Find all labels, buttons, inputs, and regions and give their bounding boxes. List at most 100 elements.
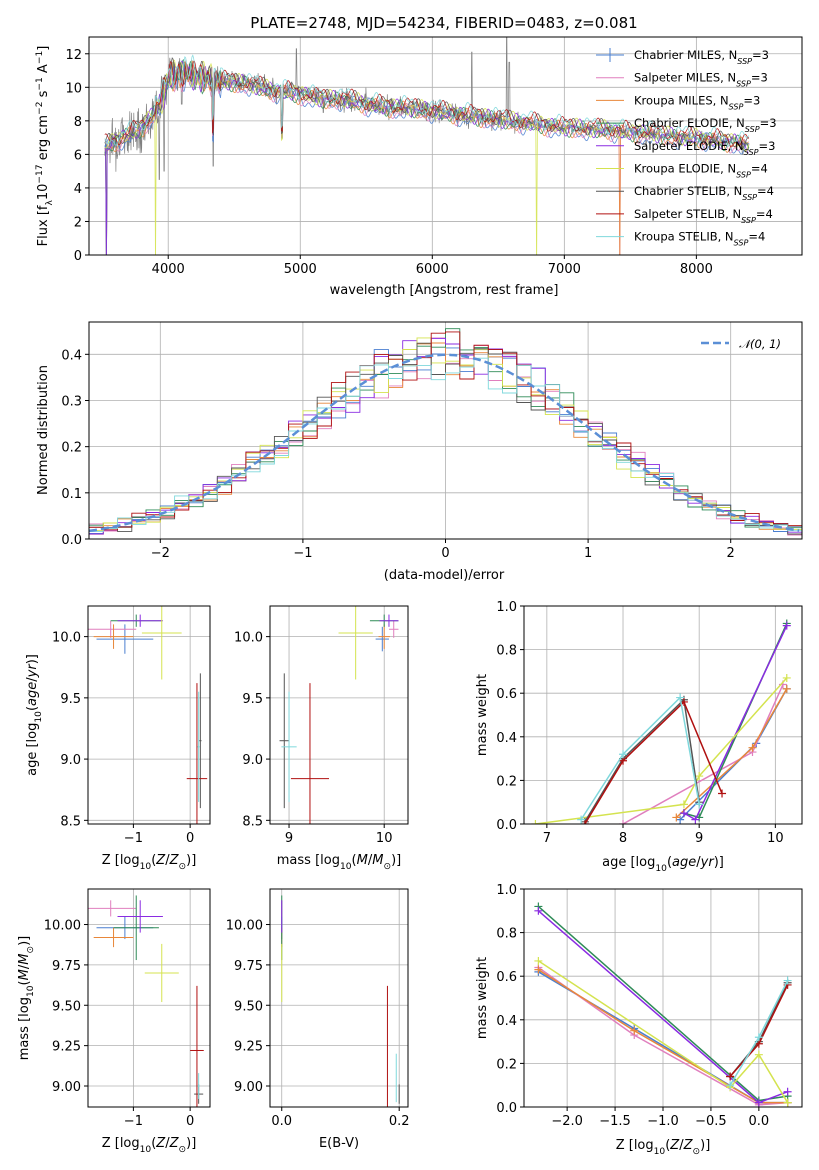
data-point bbox=[695, 772, 704, 781]
plot-area bbox=[88, 895, 204, 1107]
chart-residuals: −2 −1 0 1 2 0.0 0.1 0.2 0.3 0.4 𝒩(0, 1) (data-model… bbox=[36, 321, 803, 583]
x-axis-label: age [log10(age/yr)] bbox=[602, 855, 724, 874]
errorbar-salpeter-miles bbox=[88, 620, 137, 638]
legend-label-salpeter-miles: Salpeter MILES, NSSP=3 bbox=[634, 71, 768, 89]
legend-label-kroupa-miles: Kroupa MILES, NSSP=3 bbox=[634, 93, 760, 111]
y-tick-label: 0.6 bbox=[496, 970, 517, 985]
x-tick-label: 0.0 bbox=[271, 1114, 292, 1129]
y-tick-label: 8.5 bbox=[60, 814, 81, 829]
y-tick-label: 0.6 bbox=[496, 687, 517, 702]
x-tick-label: −2.0 bbox=[551, 1114, 583, 1129]
x-tick-label: −1 bbox=[124, 831, 143, 846]
series-kroupa-miles bbox=[672, 684, 791, 822]
legend-label-salpeter-stelib: Salpeter STELIB, NSSP=4 bbox=[634, 207, 773, 225]
y-tick-label: 2 bbox=[74, 215, 82, 230]
series-line bbox=[537, 969, 788, 1104]
data-point bbox=[748, 743, 757, 752]
y-tick-label: 10 bbox=[65, 81, 82, 96]
data-point bbox=[619, 820, 628, 824]
x-tick-label: 0 bbox=[186, 1114, 194, 1129]
legend-label-kroupa-elodie: Kroupa ELODIE, NSSP=4 bbox=[634, 162, 768, 180]
errorbar-salpeter-miles bbox=[88, 900, 137, 917]
series-chabrier-stelib bbox=[580, 695, 704, 824]
data-point bbox=[534, 956, 543, 965]
data-point bbox=[726, 1081, 735, 1090]
data-point bbox=[754, 1033, 763, 1042]
plot-area bbox=[88, 606, 208, 824]
series-kroupa-stelib bbox=[726, 976, 792, 1090]
errorbar-chabrier-stelib bbox=[199, 673, 202, 809]
y-tick-label: 0.8 bbox=[496, 927, 517, 942]
data-point bbox=[676, 693, 685, 702]
plot-area bbox=[89, 328, 802, 539]
x-tick-label: −0.5 bbox=[695, 1114, 727, 1129]
chart-spectrum: 4000 5000 6000 7000 8000 0 2 4 6 8 10 12 Chabrier MI… bbox=[35, 14, 803, 298]
chart-age-vs-mass: 9 10 8.5 9.0 9.5 10.0 mass [log10(M/M⊙)] bbox=[234, 605, 409, 872]
x-axis-label: (data-model)/error bbox=[384, 568, 505, 583]
axes-frame bbox=[87, 888, 211, 1108]
plot-area bbox=[534, 902, 792, 1107]
legend-label-kroupa-stelib: Kroupa STELIB, NSSP=4 bbox=[634, 230, 765, 248]
y-tick-label: 0.4 bbox=[496, 731, 517, 746]
y-tick-label: 0.4 bbox=[61, 348, 82, 363]
errorbar-chabrier-elodie bbox=[113, 895, 159, 961]
x-tick-label: 6000 bbox=[416, 262, 449, 277]
legend-label-chabrier-elodie: Chabrier ELODIE, NSSP=3 bbox=[634, 116, 777, 134]
errorbar-salpeter-stelib bbox=[190, 985, 204, 1107]
data-point bbox=[691, 815, 700, 824]
x-tick-label: 0 bbox=[441, 546, 449, 561]
y-tick-label: 0.3 bbox=[61, 394, 82, 409]
chart-massweight-vs-age: 7 8 9 10 0.0 0.2 0.4 0.6 0.8 1.0 age [log10(age/yr… bbox=[475, 600, 803, 874]
y-axis-label: mass [log10(M/M⊙)] bbox=[17, 936, 36, 1060]
series-salpeter-elodie bbox=[534, 906, 792, 1107]
errorbar-salpeter-stelib bbox=[290, 683, 330, 824]
data-point bbox=[754, 1050, 763, 1059]
x-tick-label: −1 bbox=[293, 546, 312, 561]
y-tick-label: 9.0 bbox=[60, 753, 81, 768]
x-tick-label: 10 bbox=[767, 831, 784, 846]
chart-massweight-vs-Z: −2.0 −1.5 −1.0 −0.5 0.0 0.0 0.2 0.4 0.6 0.8 1.0 Z [… bbox=[475, 883, 803, 1157]
errorbar-kroupa-stelib bbox=[197, 691, 200, 802]
data-point bbox=[619, 750, 628, 759]
errorbar-salpeter-elodie bbox=[117, 614, 163, 627]
x-tick-label: 7 bbox=[543, 831, 551, 846]
y-axis-label: Normed distribution bbox=[36, 365, 51, 495]
series-kroupa-stelib bbox=[577, 693, 704, 824]
y-tick-label: 0.0 bbox=[496, 818, 517, 833]
data-point bbox=[695, 800, 704, 809]
axes-frame bbox=[523, 888, 803, 1108]
axes-frame bbox=[88, 321, 803, 540]
y-axis-label: mass weight bbox=[475, 957, 490, 1039]
errorbar-kroupa-miles bbox=[93, 927, 134, 948]
data-point bbox=[534, 965, 543, 974]
x-tick-label: 9 bbox=[285, 831, 293, 846]
y-tick-label: 4 bbox=[74, 182, 82, 197]
plot-area bbox=[104, 37, 750, 255]
x-tick-label: 1 bbox=[584, 546, 592, 561]
x-tick-label: 0.0 bbox=[749, 1114, 770, 1129]
y-tick-label: 8 bbox=[74, 115, 82, 130]
y-axis-label: mass weight bbox=[475, 674, 490, 756]
axes-frame bbox=[88, 36, 803, 256]
y-tick-label: 10.00 bbox=[44, 919, 81, 934]
y-tick-label: 0 bbox=[74, 249, 82, 264]
x-tick-label: 5000 bbox=[284, 262, 317, 277]
data-point bbox=[580, 820, 589, 824]
errorbar-kroupa-elodie bbox=[338, 606, 373, 680]
x-axis-label: E(B-V) bbox=[319, 1136, 359, 1151]
x-tick-label: −2 bbox=[151, 546, 170, 561]
y-tick-label: 10.00 bbox=[226, 919, 263, 934]
data-point bbox=[782, 684, 791, 693]
errorbar-kroupa-elodie bbox=[144, 943, 179, 1003]
plot-area bbox=[531, 619, 791, 824]
series-salpeter-miles bbox=[619, 680, 787, 824]
model-spectrum-kroupa-stelib bbox=[104, 54, 750, 147]
x-tick-label: 8 bbox=[619, 831, 627, 846]
data-point bbox=[726, 1072, 735, 1081]
data-point bbox=[783, 976, 792, 985]
plot-area bbox=[281, 895, 400, 1107]
x-tick-label: 4000 bbox=[152, 262, 185, 277]
series-line bbox=[584, 700, 723, 824]
data-point bbox=[577, 815, 586, 824]
